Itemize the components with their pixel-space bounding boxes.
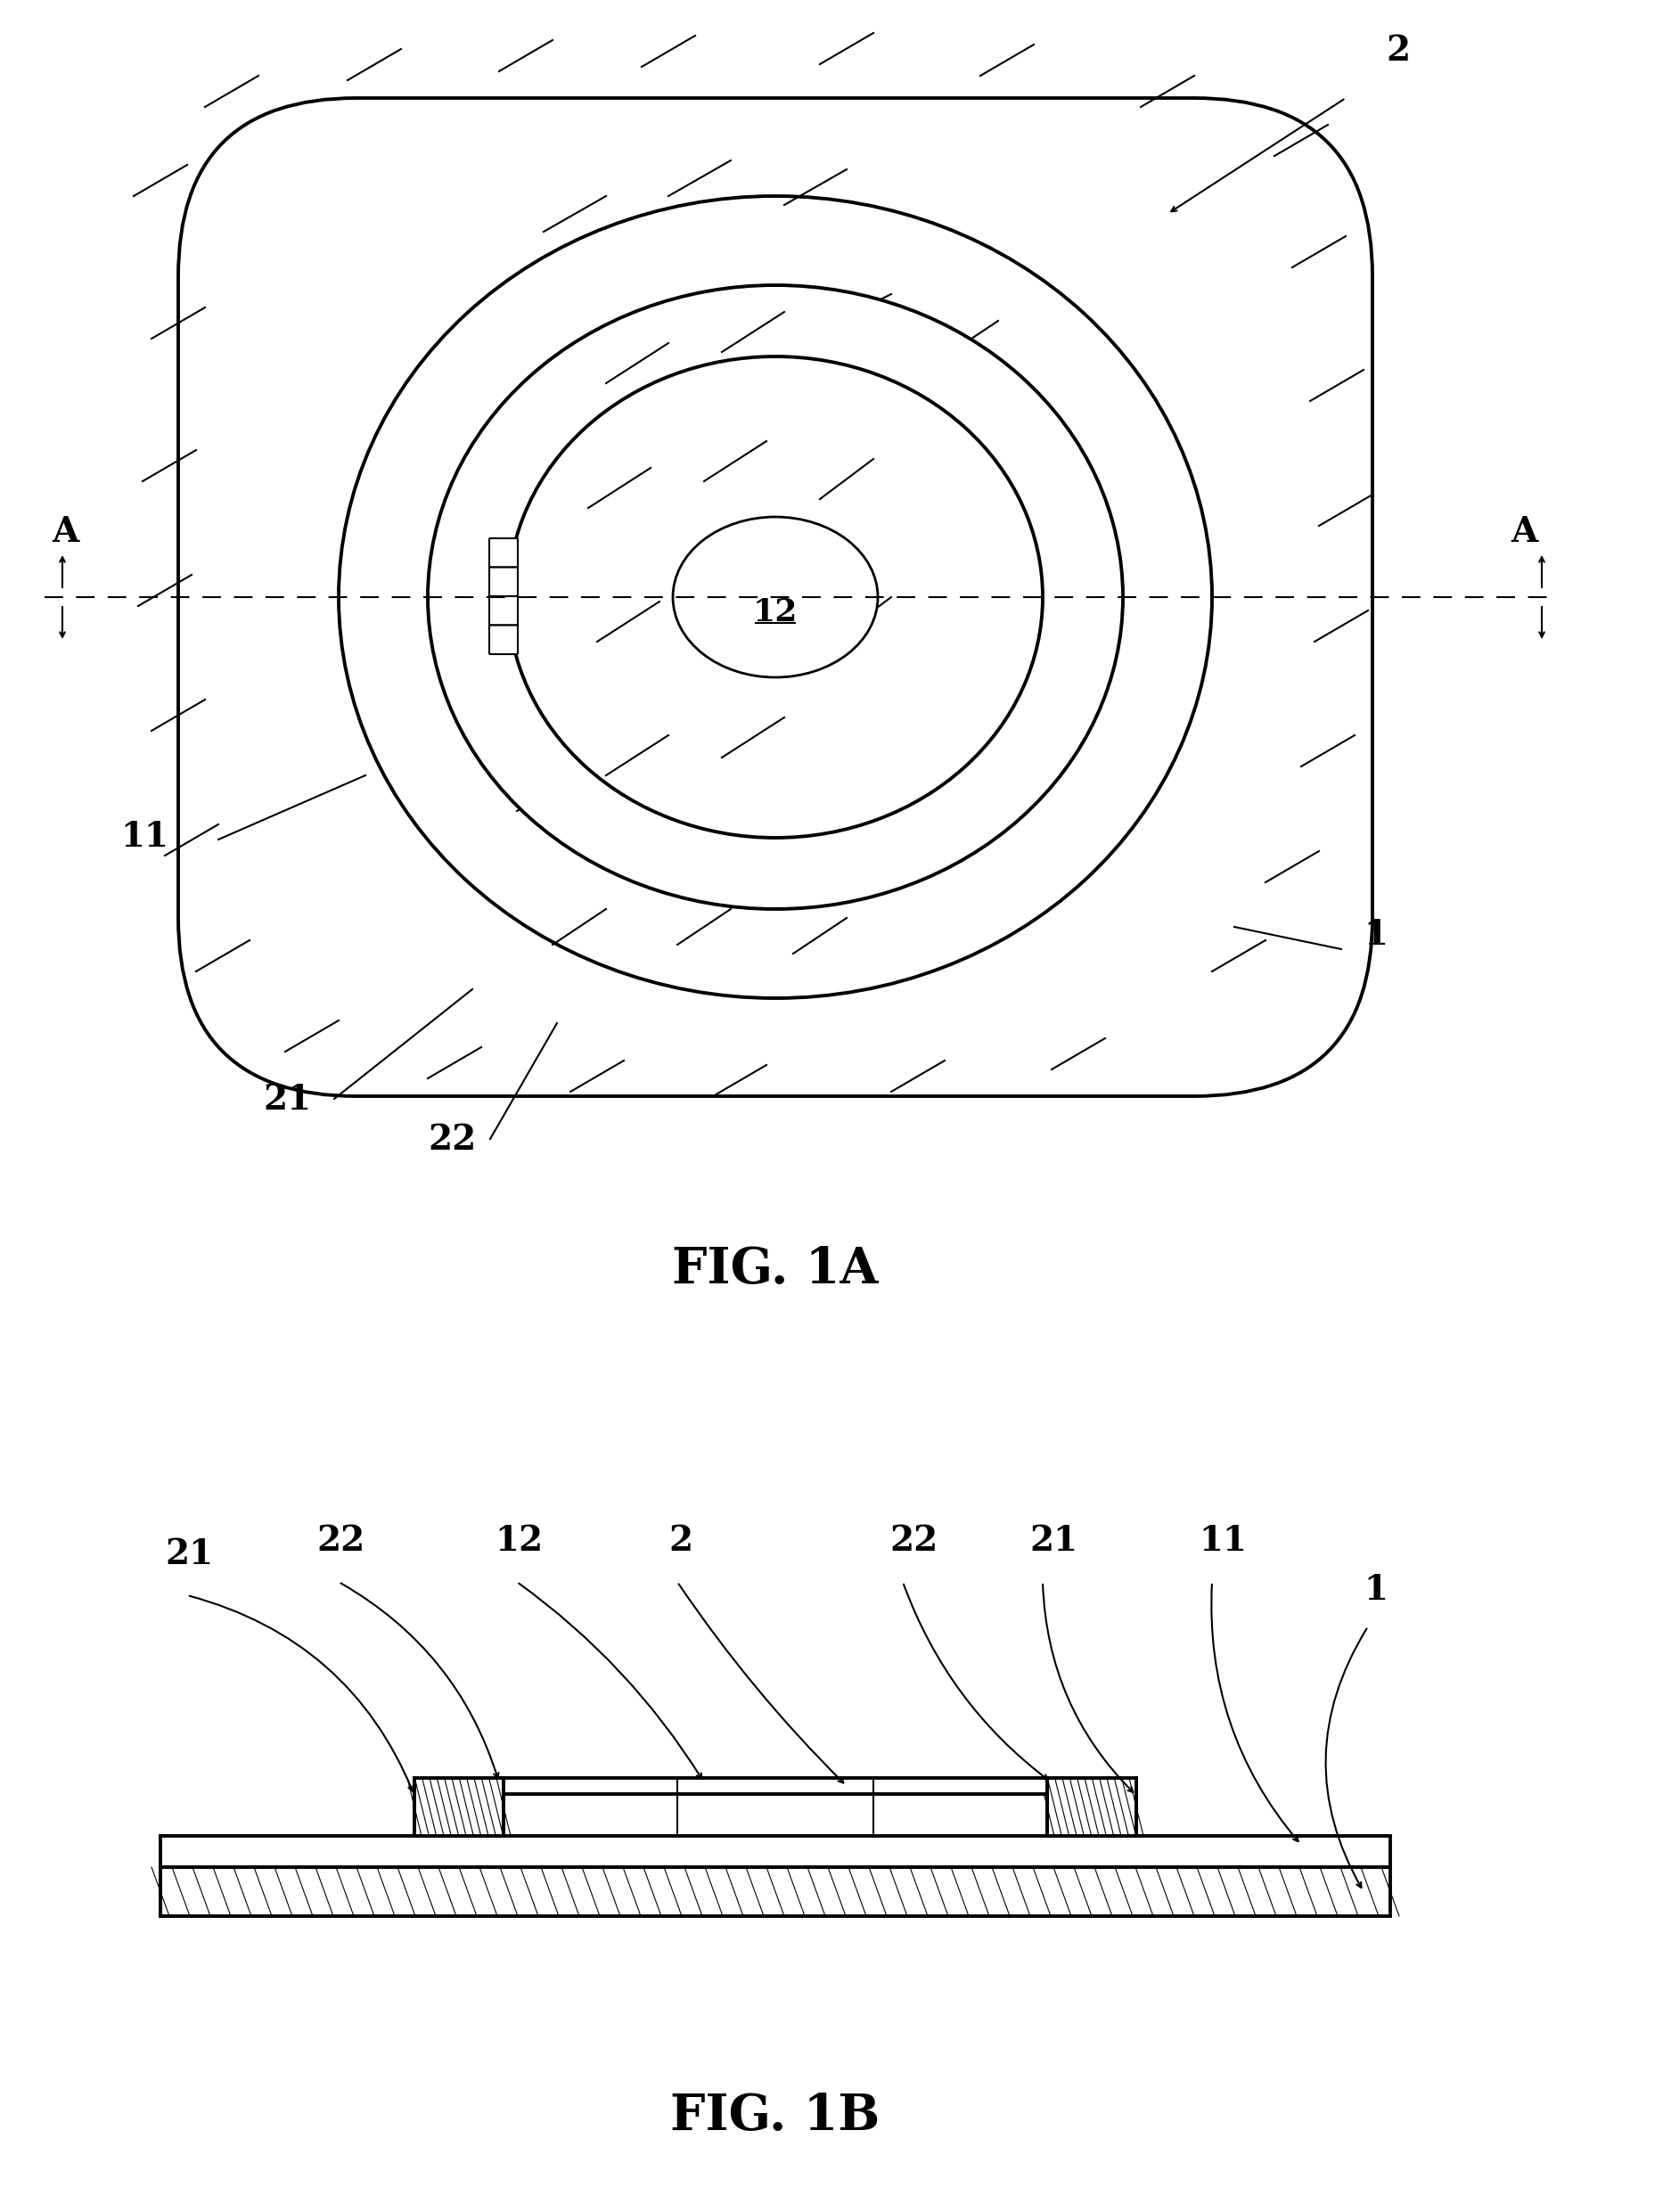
Text: A: A [52,515,79,549]
FancyBboxPatch shape [490,538,518,566]
Text: FIG. 1A: FIG. 1A [672,1245,879,1294]
Text: 2: 2 [668,1524,692,1557]
FancyBboxPatch shape [490,597,518,626]
FancyBboxPatch shape [179,97,1372,1097]
Text: 22: 22 [316,1524,364,1557]
Text: 21: 21 [1029,1524,1078,1557]
Ellipse shape [508,356,1043,838]
Bar [503,1778,1048,1794]
Text: 1: 1 [1364,1573,1387,1606]
Bar [1048,1778,1136,1836]
Text: 21: 21 [262,1084,311,1117]
Text: 22: 22 [889,1524,937,1557]
FancyBboxPatch shape [490,626,518,655]
Text: 2: 2 [1385,33,1410,69]
Text: 22: 22 [428,1124,476,1157]
Text: 12: 12 [495,1524,543,1557]
Text: 12: 12 [754,597,797,628]
Bar [160,1836,1390,1867]
Bar [414,1778,503,1836]
Text: 21: 21 [165,1537,214,1571]
Ellipse shape [428,285,1123,909]
Text: FIG. 1B: FIG. 1B [670,2093,881,2141]
Text: 1: 1 [1364,918,1387,951]
FancyBboxPatch shape [490,566,518,597]
Ellipse shape [673,518,877,677]
Text: 11: 11 [120,821,169,854]
Ellipse shape [339,197,1211,998]
Text: 11: 11 [1198,1524,1247,1557]
Bar [160,1867,1390,1916]
Text: A: A [1511,515,1537,549]
